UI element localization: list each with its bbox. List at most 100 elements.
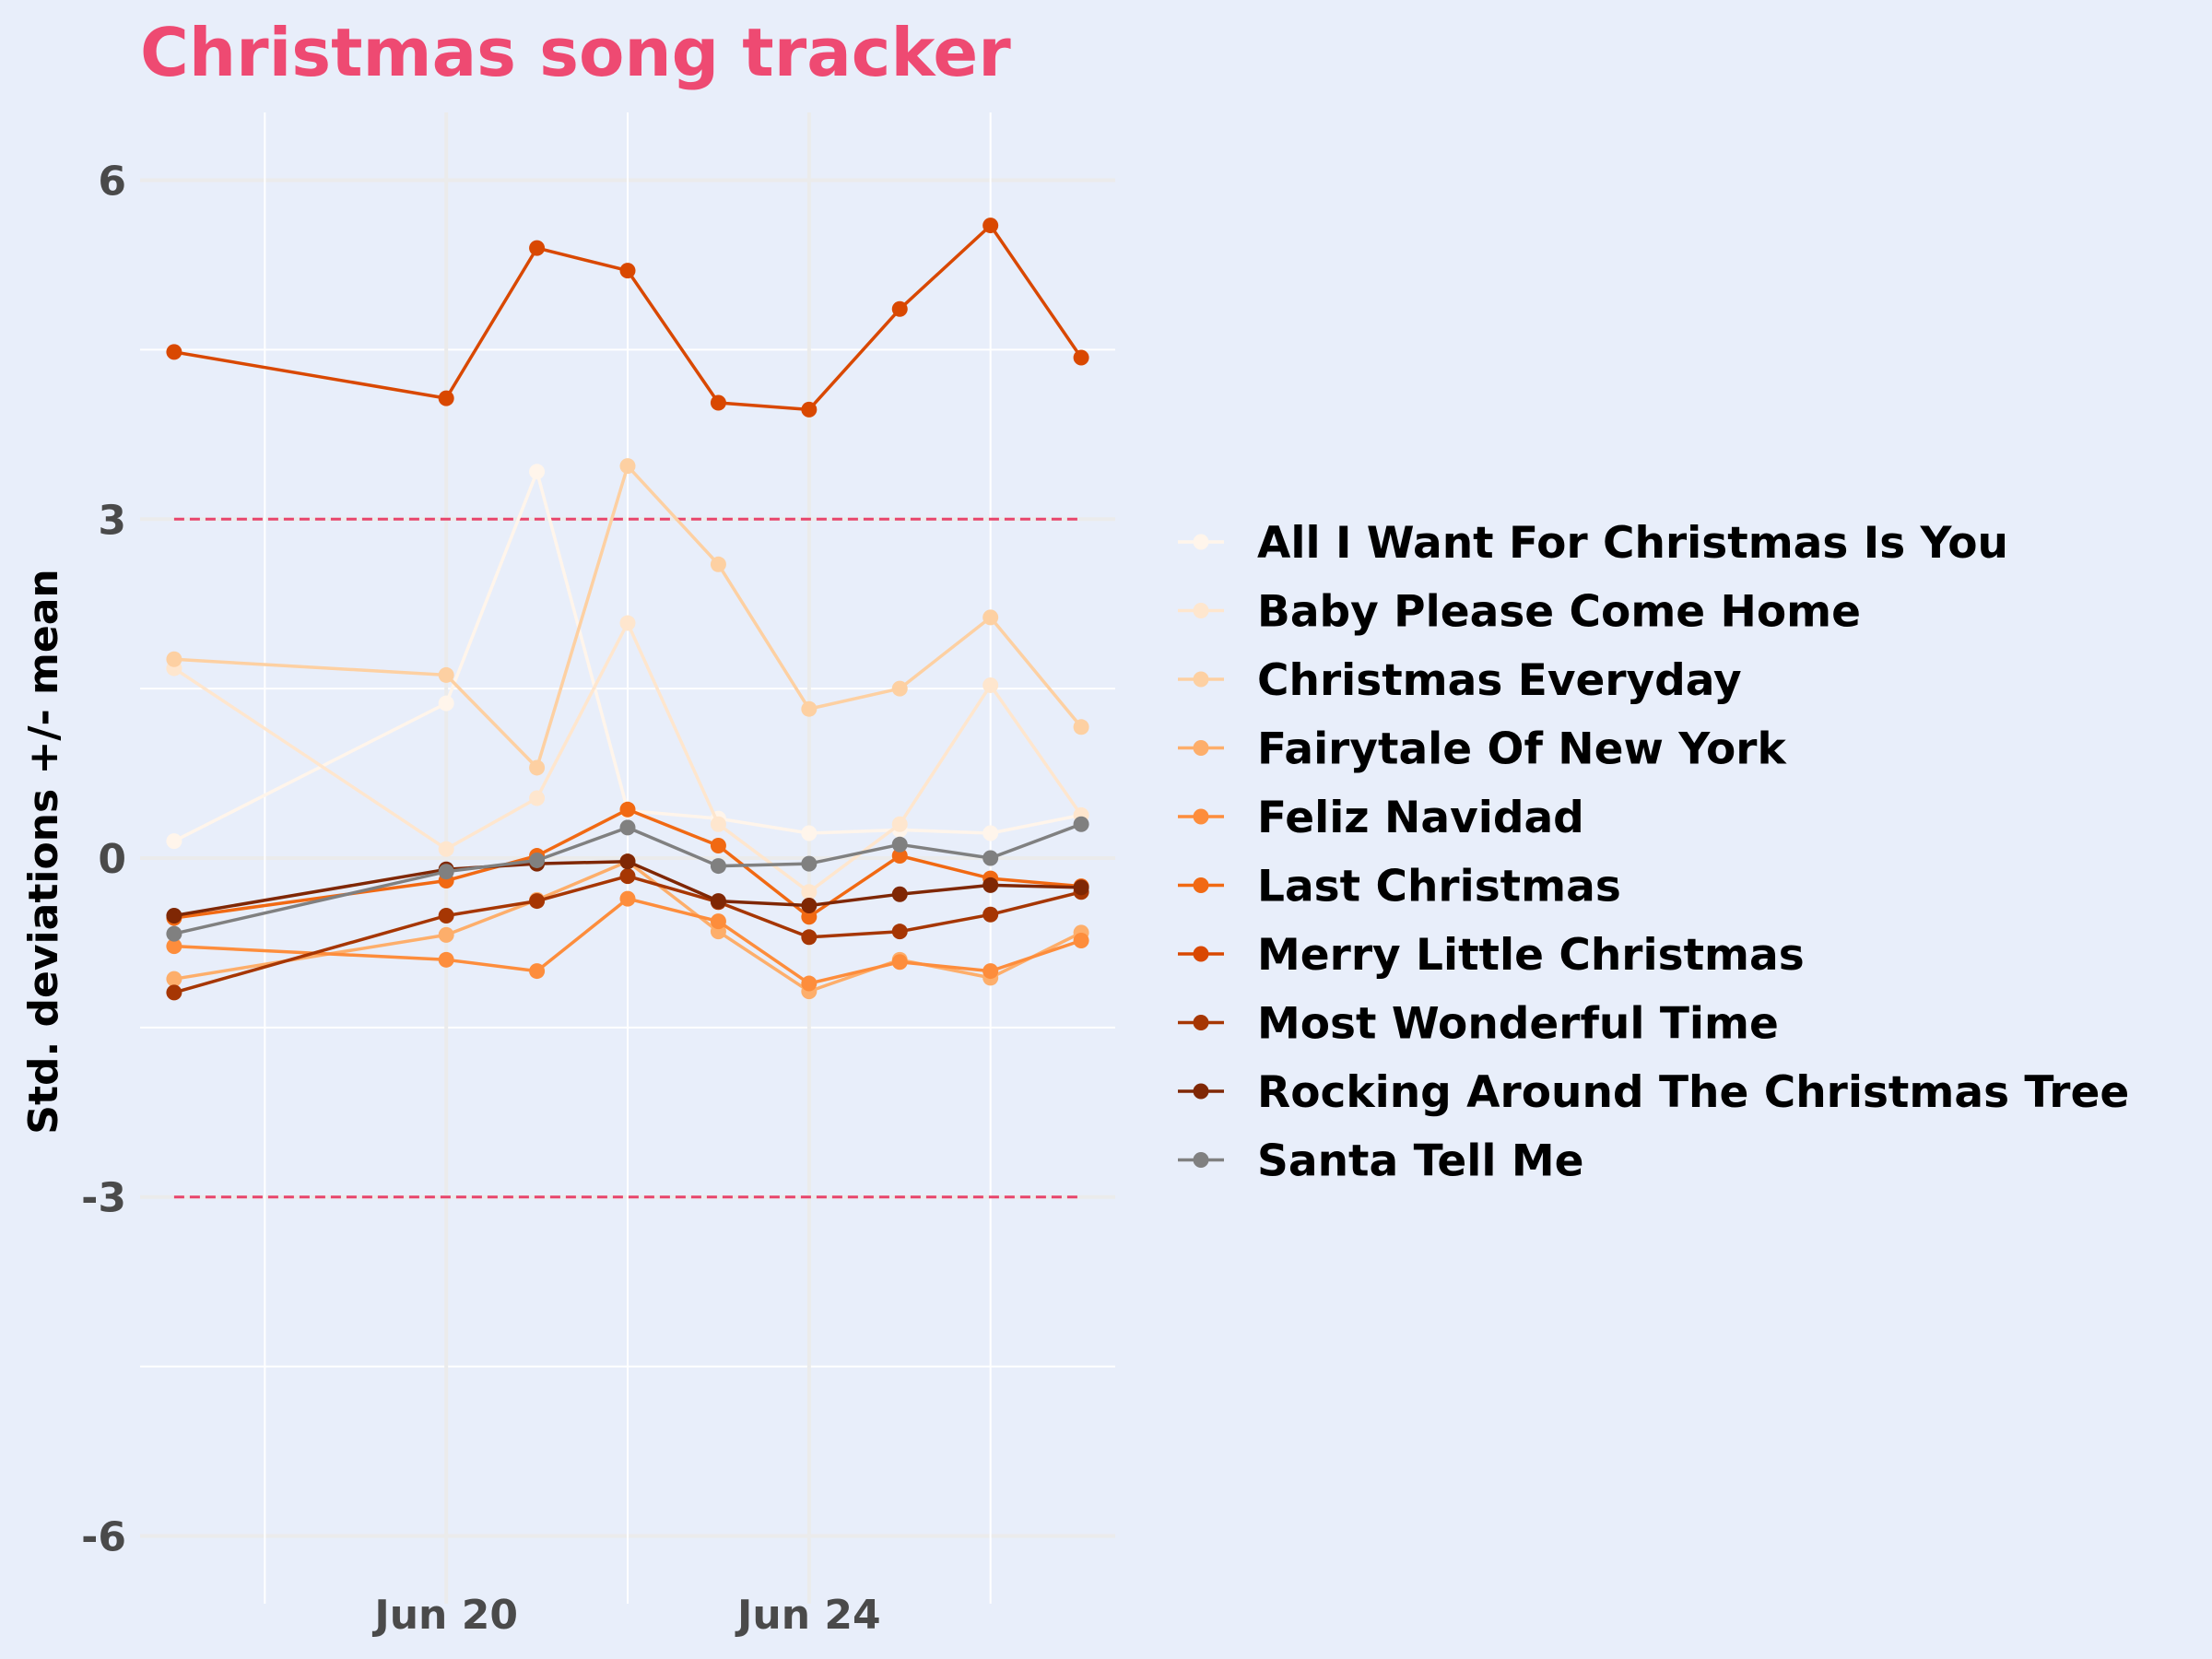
series-group <box>166 458 1089 776</box>
legend-label: Rocking Around The Christmas Tree <box>1257 1067 2129 1118</box>
data-point <box>891 836 908 853</box>
data-point <box>710 838 726 854</box>
series-group <box>166 218 1089 418</box>
series-group <box>166 890 1089 992</box>
legend-swatch-marker <box>1193 808 1209 825</box>
data-point <box>982 963 999 980</box>
data-point <box>982 877 999 893</box>
data-point <box>529 464 546 480</box>
legend-swatch-marker <box>1193 877 1209 893</box>
data-point <box>1073 719 1089 735</box>
data-point <box>438 666 454 683</box>
data-point <box>529 852 546 868</box>
data-point <box>438 908 454 924</box>
data-point <box>801 855 818 872</box>
data-point <box>166 651 182 667</box>
legend-swatch-marker <box>1193 1152 1209 1168</box>
y-axis: 6 3 0 -3 -6 <box>81 159 126 1561</box>
data-point <box>619 801 636 818</box>
legend-swatch-marker <box>1193 1083 1209 1100</box>
legend-item: Fairytale Of New York <box>1178 724 1787 775</box>
data-point <box>982 906 999 923</box>
data-point <box>529 963 546 980</box>
data-point <box>619 819 636 836</box>
legend-swatch-marker <box>1193 946 1209 962</box>
data-point <box>529 240 546 256</box>
x-tick-label: Jun 24 <box>735 1592 881 1639</box>
series-group <box>166 816 1089 942</box>
data-point <box>619 263 636 279</box>
data-point <box>438 695 454 712</box>
legend-label: Feliz Navidad <box>1257 793 1584 843</box>
legend-label: Merry Little Christmas <box>1257 930 1805 981</box>
legend-item: Rocking Around The Christmas Tree <box>1178 1067 2129 1118</box>
data-point <box>438 841 454 857</box>
legend-label: Most Wonderful Time <box>1257 999 1779 1050</box>
y-tick-label: -3 <box>81 1175 126 1222</box>
legend-label: Last Christmas <box>1257 862 1621 912</box>
x-axis: Jun 20 Jun 24 <box>371 1592 880 1639</box>
y-tick-label: -6 <box>81 1513 126 1560</box>
data-point <box>529 790 546 806</box>
legend-item: Santa Tell Me <box>1178 1136 1584 1187</box>
data-point <box>1073 816 1089 832</box>
data-point <box>801 884 818 900</box>
legend-label: Fairytale Of New York <box>1257 724 1787 775</box>
legend-label: Baby Please Come Home <box>1257 587 1861 638</box>
data-point <box>801 897 818 913</box>
legend-item: Baby Please Come Home <box>1178 587 1861 638</box>
y-tick-label: 3 <box>98 497 126 544</box>
data-point <box>891 300 908 317</box>
data-point <box>619 868 636 885</box>
data-point <box>982 218 999 234</box>
data-point <box>982 609 999 626</box>
data-point <box>710 893 726 910</box>
legend: All I Want For Christmas Is You Baby Plea… <box>1178 518 2129 1187</box>
data-point <box>166 833 182 850</box>
data-point <box>982 677 999 693</box>
data-point <box>619 458 636 475</box>
series-group <box>166 615 1089 900</box>
data-point <box>166 938 182 955</box>
data-point <box>166 344 182 360</box>
legend-item: Last Christmas <box>1178 862 1621 912</box>
y-axis-label: Std. deviations +/- mean <box>20 569 67 1134</box>
data-point <box>1073 932 1089 948</box>
data-point <box>710 394 726 411</box>
data-point <box>619 615 636 631</box>
data-point <box>710 816 726 832</box>
data-point <box>891 680 908 697</box>
data-point <box>982 850 999 866</box>
data-point <box>891 816 908 832</box>
data-point <box>438 390 454 406</box>
legend-swatch-marker <box>1193 1015 1209 1030</box>
data-point <box>166 984 182 1001</box>
data-point <box>166 925 182 942</box>
data-point <box>710 913 726 930</box>
legend-swatch-marker <box>1193 671 1209 688</box>
data-point <box>801 825 818 841</box>
data-point <box>1073 879 1089 896</box>
data-point <box>891 886 908 902</box>
data-point <box>438 864 454 880</box>
data-point <box>1073 349 1089 366</box>
data-point <box>982 825 999 841</box>
legend-label: Santa Tell Me <box>1257 1136 1584 1187</box>
data-point <box>619 890 636 907</box>
data-point <box>801 975 818 992</box>
legend-item: Feliz Navidad <box>1178 793 1584 843</box>
data-point <box>801 909 818 925</box>
data-point <box>619 853 636 870</box>
data-point <box>438 951 454 968</box>
data-point <box>891 848 908 865</box>
data-point <box>891 954 908 971</box>
data-point <box>801 700 818 717</box>
chart-title: Christmas song tracker <box>140 14 1011 91</box>
data-point <box>438 926 454 943</box>
legend-swatch-marker <box>1193 534 1209 550</box>
x-tick-label: Jun 20 <box>371 1592 518 1639</box>
legend-item: Merry Little Christmas <box>1178 930 1805 981</box>
y-tick-label: 6 <box>98 159 126 206</box>
legend-item: Christmas Everyday <box>1178 655 1742 706</box>
